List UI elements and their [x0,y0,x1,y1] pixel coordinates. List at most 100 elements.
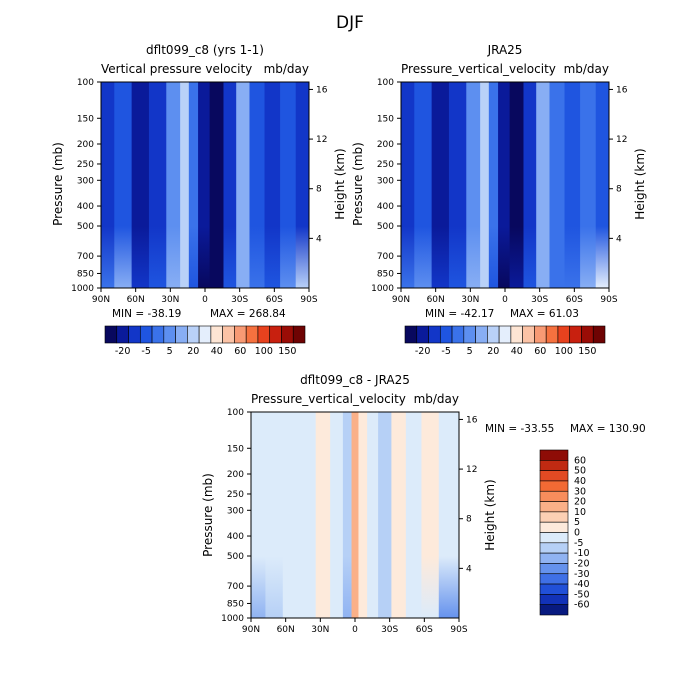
panel-diff-min: MIN = -33.55 [485,423,554,435]
model-colorbar-box-7 [187,325,200,344]
panel-diff-ylabel: Pressure (mb) [201,473,215,557]
diff-ytick-label-9: 1000 [221,614,244,624]
diff-colorbar-label-14: -60 [574,600,590,611]
model-colorbar-box-12 [245,325,259,344]
panel-model-variable: Vertical pressure velocity [101,62,252,76]
model-colorbar-label-7: 150 [278,346,296,357]
diff-ytick-label-6: 500 [227,552,244,562]
diff-xtick-label-3: 0 [352,625,358,635]
diff-band-10 [378,412,392,618]
diff-band-1 [265,412,284,618]
obs-colorbar-box-12 [545,325,559,344]
panel-obs-colorbar: -20 -5 5 20 40 60 100 150 [404,325,606,357]
obs-xtick-label-2: 30N [461,295,479,305]
panel-obs-variable: Pressure_vertical_velocity [401,62,556,76]
diff-ytick-label-5: 400 [227,532,244,542]
model-ytick-label-2: 200 [77,140,94,150]
diff-colorbar-label-10: -20 [574,558,590,569]
model-colorbar-box-5 [163,325,176,344]
diff-ytick-label-2: 200 [227,470,244,480]
model-y2tick-label-3: 16 [316,85,328,95]
obs-colorbar-box-14 [569,325,582,344]
model-colorbar-label-4: 40 [211,346,223,357]
diff-xtick-label-0: 90N [242,625,260,635]
model-colorbar-label-1: -5 [141,346,150,357]
model-xtick-label-2: 30N [161,295,179,305]
model-colorbar-label-5: 60 [234,346,246,357]
panel-diff-variable: Pressure_vertical_velocity [251,392,406,406]
diff-colorbar-label-3: 30 [574,486,586,497]
obs-colorbar-box-13 [557,325,571,344]
obs-colorbar-box-10 [522,325,535,344]
obs-ytick-label-3: 250 [377,160,394,170]
model-band-4 [166,82,181,288]
diff-band-14 [438,412,460,618]
obs-xtick-label-3: 0 [502,295,508,305]
obs-ytick-label-1: 150 [377,114,394,124]
diff-xtick-label-4: 30S [381,625,398,635]
model-ytick-label-7: 700 [77,252,94,262]
panel-obs-y2label: Height (km) [633,148,647,219]
obs-colorbar-label-6: 100 [555,346,573,357]
diff-band-13 [421,412,440,618]
panel-obs-min: MIN = -42.17 [425,308,494,320]
panel-obs: JRA25 Pressure_vertical_velocity mb/day … [351,43,647,357]
obs-xtick-label-5: 60S [566,295,583,305]
diff-colorbar-label-2: 40 [574,476,586,487]
model-colorbar-box-16 [292,325,306,344]
model-band-8 [209,82,224,288]
diff-band-3 [300,412,317,618]
model-colorbar-box-8 [198,325,212,344]
model-band-5 [180,82,190,288]
diff-ytick-label-8: 850 [227,599,244,609]
obs-colorbar-box-11 [534,325,547,344]
diff-colorbar-box-15 [539,604,569,616]
obs-colorbar-label-4: 40 [511,346,523,357]
diff-y2tick-label-1: 8 [466,515,472,525]
panel-diff-max: MAX = 130.90 [570,423,646,435]
model-colorbar-box-13 [257,325,271,344]
model-ytick-label-5: 400 [77,202,94,212]
obs-ytick-label-6: 500 [377,222,394,232]
model-y2tick-label-1: 8 [316,185,322,195]
panel-diff-y2label: Height (km) [483,479,497,550]
obs-colorbar-box-9 [510,325,523,344]
obs-band-8 [509,82,524,288]
diff-colorbar-box-5 [539,501,569,513]
model-colorbar-label-3: 20 [187,346,199,357]
diff-colorbar-label-7: 0 [574,528,580,539]
model-colorbar-label-0: -20 [115,346,131,357]
panel-model-ylabel: Pressure (mb) [51,142,65,226]
obs-colorbar-box-3 [439,325,453,344]
obs-colorbar-box-0 [404,325,418,344]
obs-colorbar-box-6 [475,325,488,344]
page-title: DJF [336,13,364,33]
obs-band-5 [480,82,490,288]
diff-colorbar-box-8 [539,532,569,544]
obs-ytick-label-5: 400 [377,202,394,212]
diff-y2tick-label-3: 16 [466,415,478,425]
model-xtick-label-0: 90N [92,295,110,305]
diff-colorbar-box-9 [539,542,569,554]
diff-colorbar-label-8: -5 [574,538,583,549]
obs-band-3 [448,82,467,288]
model-ytick-label-1: 150 [77,114,94,124]
obs-band-12 [564,82,581,288]
diff-colorbar-box-3 [539,480,569,492]
diff-colorbar-label-9: -10 [574,548,590,559]
model-colorbar-box-15 [281,325,294,344]
model-colorbar-box-6 [175,325,188,344]
diff-colorbar-label-6: 5 [574,517,580,528]
model-colorbar-box-10 [222,325,235,344]
diff-band-8 [358,412,368,618]
model-ytick-label-9: 1000 [71,284,94,294]
model-xtick-label-5: 60S [266,295,283,305]
model-colorbar-box-2 [128,325,141,344]
model-band-13 [280,82,297,288]
diff-colorbar-box-14 [539,594,569,605]
diff-band-2 [282,412,301,618]
model-band-6 [188,82,199,288]
diff-colorbar-label-4: 20 [574,497,586,508]
model-ytick-label-8: 850 [77,269,94,279]
